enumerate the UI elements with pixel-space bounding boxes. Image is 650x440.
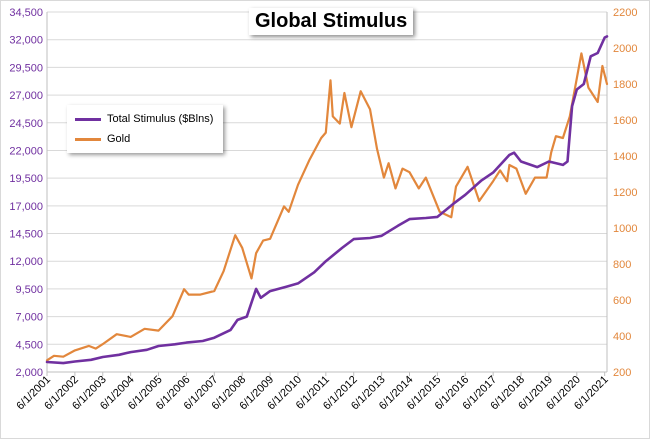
left-axis-tick-label: 4,500 <box>15 339 43 351</box>
left-axis-tick-label: 17,000 <box>9 201 43 213</box>
left-axis-tick-label: 32,000 <box>9 35 43 47</box>
legend-swatch-stimulus <box>75 117 101 121</box>
right-axis-tick-label: 2000 <box>613 43 637 55</box>
right-axis-tick-label: 200 <box>613 367 631 379</box>
legend-swatch-gold <box>75 137 101 141</box>
left-axis-tick-label: 34,500 <box>9 7 43 19</box>
right-axis-tick-label: 1400 <box>613 151 637 163</box>
left-axis-tick-label: 29,500 <box>9 62 43 74</box>
left-axis-tick-label: 9,500 <box>15 284 43 296</box>
right-axis-tick-label: 400 <box>613 331 631 343</box>
left-axis-tick-label: 24,500 <box>9 118 43 130</box>
right-axis-tick-label: 800 <box>613 259 631 271</box>
legend-label-stimulus: Total Stimulus ($Blns) <box>107 113 214 125</box>
left-axis-tick-label: 14,500 <box>9 229 43 241</box>
right-axis-tick-label: 1200 <box>613 187 637 199</box>
left-axis-tick-label: 22,000 <box>9 145 43 157</box>
left-axis-tick-label: 27,000 <box>9 90 43 102</box>
chart-legend: Total Stimulus ($Blns) Gold <box>67 105 223 153</box>
legend-entry-gold: Gold <box>75 133 130 145</box>
left-axis-tick-label: 2,000 <box>15 367 43 379</box>
series-line-total-stimulus <box>45 35 609 365</box>
right-axis-tick-label: 1000 <box>613 223 637 235</box>
right-axis-tick-label: 600 <box>613 295 631 307</box>
legend-label-gold: Gold <box>107 133 131 145</box>
left-axis-tick-label: 19,500 <box>9 173 43 185</box>
right-axis-tick-label: 1800 <box>613 79 637 91</box>
right-axis-tick-label: 1600 <box>613 115 637 127</box>
chart-title: Global Stimulus <box>249 8 414 35</box>
series-line-gold <box>45 52 609 362</box>
left-axis-tick-label: 12,000 <box>9 256 43 268</box>
right-axis-tick-label: 2200 <box>613 7 637 19</box>
left-axis-tick-label: 7,000 <box>15 312 43 324</box>
legend-entry-stimulus: Total Stimulus ($Blns) <box>75 113 213 125</box>
